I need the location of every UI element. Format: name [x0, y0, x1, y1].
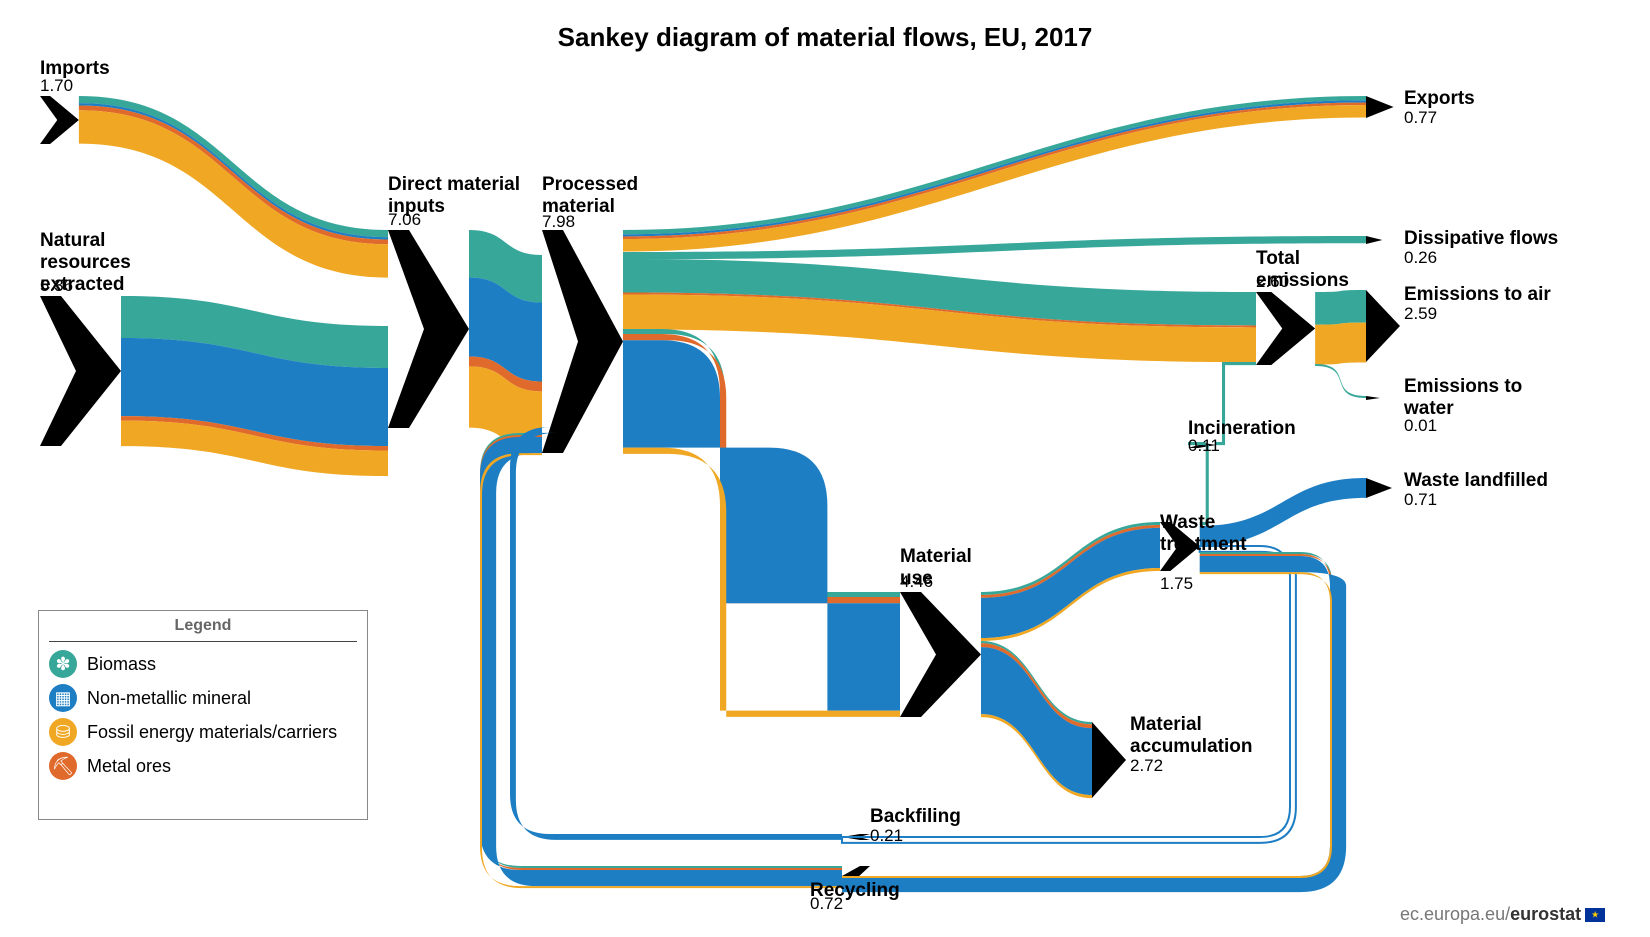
legend-item-label: Fossil energy materials/carriers — [87, 722, 337, 743]
sankey-node — [1366, 478, 1392, 498]
legend-item: ✽ Biomass — [49, 650, 357, 678]
sankey-node — [388, 230, 469, 428]
legend-swatch-icon: ▦ — [49, 684, 77, 712]
node-label: Emissions to air — [1404, 284, 1551, 306]
node-label: Wastetreatment — [1160, 512, 1247, 556]
node-label: Exports — [1404, 88, 1475, 110]
sankey-node — [1366, 396, 1380, 400]
node-label: Backfiling — [870, 806, 961, 828]
source-attribution: ec.europa.eu/eurostat — [1400, 904, 1605, 925]
node-value: 0.26 — [1404, 248, 1437, 268]
node-label: Dissipative flows — [1404, 228, 1558, 250]
node-value: 1.70 — [40, 76, 73, 96]
node-value: 2.60 — [1256, 272, 1289, 292]
legend-swatch-icon: ✽ — [49, 650, 77, 678]
sankey-flow — [1315, 290, 1366, 325]
legend-item-label: Biomass — [87, 654, 156, 675]
node-value: 4.46 — [900, 572, 933, 592]
sankey-node — [1256, 292, 1315, 365]
node-value: 0.71 — [1404, 490, 1437, 510]
legend-item-label: Non-metallic mineral — [87, 688, 251, 709]
legend-item-label: Metal ores — [87, 756, 171, 777]
sankey-flow — [1315, 323, 1366, 365]
sankey-node — [1092, 722, 1126, 798]
node-value: 2.72 — [1130, 756, 1163, 776]
sankey-node — [40, 96, 79, 144]
legend-item: ⛁ Fossil energy materials/carriers — [49, 718, 357, 746]
sankey-node — [900, 592, 981, 717]
legend-title: Legend — [49, 617, 357, 642]
node-value: 0.21 — [870, 826, 903, 846]
sankey-node — [1366, 236, 1382, 244]
node-value: 0.72 — [810, 894, 843, 914]
sankey-node — [1366, 290, 1400, 362]
sankey-node — [1366, 96, 1394, 118]
diagram-title: Sankey diagram of material flows, EU, 20… — [0, 22, 1650, 53]
sankey-flow — [981, 528, 1160, 638]
node-value: 7.06 — [388, 210, 421, 230]
sankey-node — [40, 296, 121, 446]
node-value: 0.11 — [1188, 436, 1220, 456]
sankey-flow — [623, 340, 900, 710]
node-value: 5.36 — [40, 276, 73, 296]
legend-item: ⛏ Metal ores — [49, 752, 357, 780]
node-value: 0.01 — [1404, 416, 1437, 436]
node-label: Emissions towater — [1404, 376, 1522, 420]
eu-flag-icon — [1585, 908, 1605, 922]
node-value: 7.98 — [542, 212, 575, 232]
attribution-prefix: ec.europa.eu/ — [1400, 904, 1510, 924]
node-value: 1.75 — [1160, 574, 1193, 594]
node-value: 0.77 — [1404, 108, 1437, 128]
node-value: 2.59 — [1404, 304, 1437, 324]
attribution-brand: eurostat — [1510, 904, 1581, 924]
node-label: Waste landfilled — [1404, 470, 1548, 492]
legend-item: ▦ Non-metallic mineral — [49, 684, 357, 712]
legend-swatch-icon: ⛏ — [49, 752, 77, 780]
sankey-node — [542, 230, 623, 453]
node-label: Materialaccumulation — [1130, 714, 1252, 758]
legend-panel: Legend ✽ Biomass ▦ Non-metallic mineral ⛁ Fos… — [38, 610, 368, 820]
sankey-flow — [1315, 364, 1366, 398]
legend-swatch-icon: ⛁ — [49, 718, 77, 746]
